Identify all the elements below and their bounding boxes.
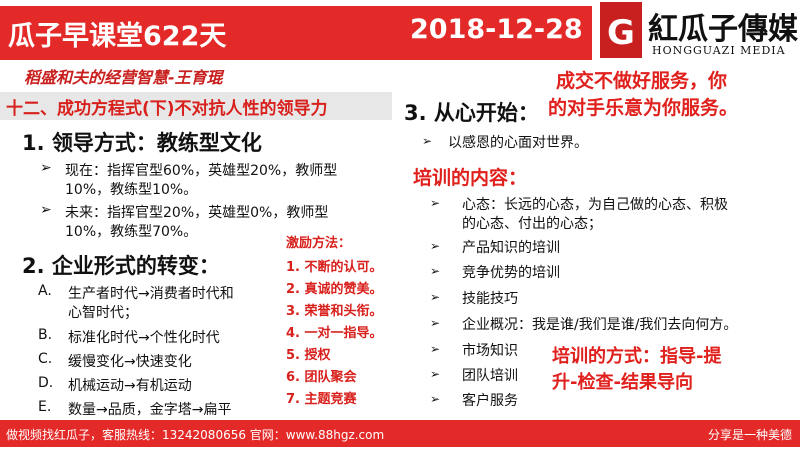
heading-leadership: 1. 领导方式：教练型文化	[22, 131, 262, 155]
slide-title: 瓜子早课堂622天	[8, 21, 227, 52]
list-marker: D.	[38, 375, 54, 391]
training-item: 团队培训	[462, 368, 518, 384]
list-item: 机械运动→有机运动	[68, 378, 192, 394]
bullet-text: 10%，教练型70%。	[65, 224, 198, 240]
bullet-icon: ➢	[430, 264, 441, 278]
subtitle: 稻盛和夫的经营智慧-王育琨	[24, 68, 223, 87]
list-item: 缓慢变化→快速变化	[68, 354, 192, 370]
training-item: 客户服务	[462, 393, 518, 409]
list-marker: B.	[38, 327, 53, 343]
training-method: 升-检查-结果导向	[552, 372, 693, 393]
training-item: 的心态、付出的心态；	[462, 216, 602, 232]
bullet-icon: ➢	[40, 202, 52, 218]
training-item: 产品知识的培训	[462, 240, 560, 256]
list-item: 心智时代；	[68, 305, 138, 321]
section-band	[0, 92, 392, 120]
bullet-text: 未来：指挥官型20%，英雄型0%，教师型	[65, 205, 329, 221]
header-bar	[0, 6, 592, 60]
bullet-text: 10%，教练型10%。	[65, 182, 198, 198]
incentive-item: 2. 真诚的赞美。	[286, 282, 383, 297]
list-marker: C.	[38, 351, 53, 367]
logo-text: 紅瓜子傳媒	[648, 12, 798, 47]
training-item: 竞争优势的培训	[462, 265, 560, 281]
incentive-item: 5. 授权	[286, 348, 331, 363]
bullet-text: 现在：指挥官型60%，英雄型20%，教师型	[65, 163, 338, 179]
training-method: 培训的方式：指导-提	[552, 346, 722, 367]
bullet-icon: ➢	[40, 160, 52, 176]
incentive-item: 7. 主题竞赛	[286, 392, 357, 407]
list-item: 生产者时代→消费者时代和	[68, 286, 234, 302]
list-item: 数量→品质，金字塔→扁平	[68, 402, 232, 418]
training-item: 市场知识	[462, 343, 518, 359]
callout-line: 的对手乐意为你服务。	[548, 97, 739, 119]
incentive-title: 激励方法：	[286, 236, 352, 251]
footer-bar	[0, 420, 800, 447]
bullet-icon: ➢	[430, 316, 441, 330]
heading-enterprise: 2. 企业形式的转变：	[22, 254, 220, 278]
incentive-item: 4. 一对一指导。	[286, 326, 383, 341]
bullet-icon: ➢	[430, 196, 441, 210]
incentive-item: 3. 荣誉和头衔。	[286, 304, 383, 319]
section-title: 十二、成功方程式(下)不对抗人性的领导力	[6, 99, 328, 119]
bullet-icon: ➢	[430, 367, 441, 381]
callout-line: 成交不做好服务，你	[556, 70, 728, 92]
training-item: 技能技巧	[462, 291, 518, 307]
bullet-icon: ➢	[430, 342, 441, 356]
bullet-text: 以感恩的心面对世界。	[448, 135, 588, 151]
incentive-item: 6. 团队聚会	[286, 370, 357, 385]
slide-date: 2018-12-28	[410, 14, 583, 45]
bullet-icon: ➢	[422, 134, 433, 148]
logo-g-icon: G	[600, 2, 642, 58]
incentive-item: 1. 不断的认可。	[286, 260, 383, 275]
logo-subtext: HONGGUAZI MEDIA	[652, 44, 786, 57]
list-marker: E.	[38, 399, 52, 415]
heading-from-heart: 3. 从心开始：	[404, 101, 539, 125]
bullet-icon: ➢	[430, 290, 441, 304]
list-marker: A.	[38, 283, 52, 299]
training-item: 心态：长远的心态，为自己做的心态、积极	[462, 197, 728, 213]
list-item: 标准化时代→个性化时代	[68, 330, 220, 346]
bullet-icon: ➢	[430, 239, 441, 253]
footer-contact: 做视频找红瓜子，客服热线：13242080656 官网：www.88hgz.co…	[6, 428, 385, 442]
training-item: 企业概况：我是谁/我们是谁/我们去向何方。	[462, 317, 738, 333]
footer-slogan: 分享是一种美德	[707, 428, 792, 442]
bullet-icon: ➢	[430, 392, 441, 406]
training-title: 培训的内容：	[413, 167, 528, 189]
